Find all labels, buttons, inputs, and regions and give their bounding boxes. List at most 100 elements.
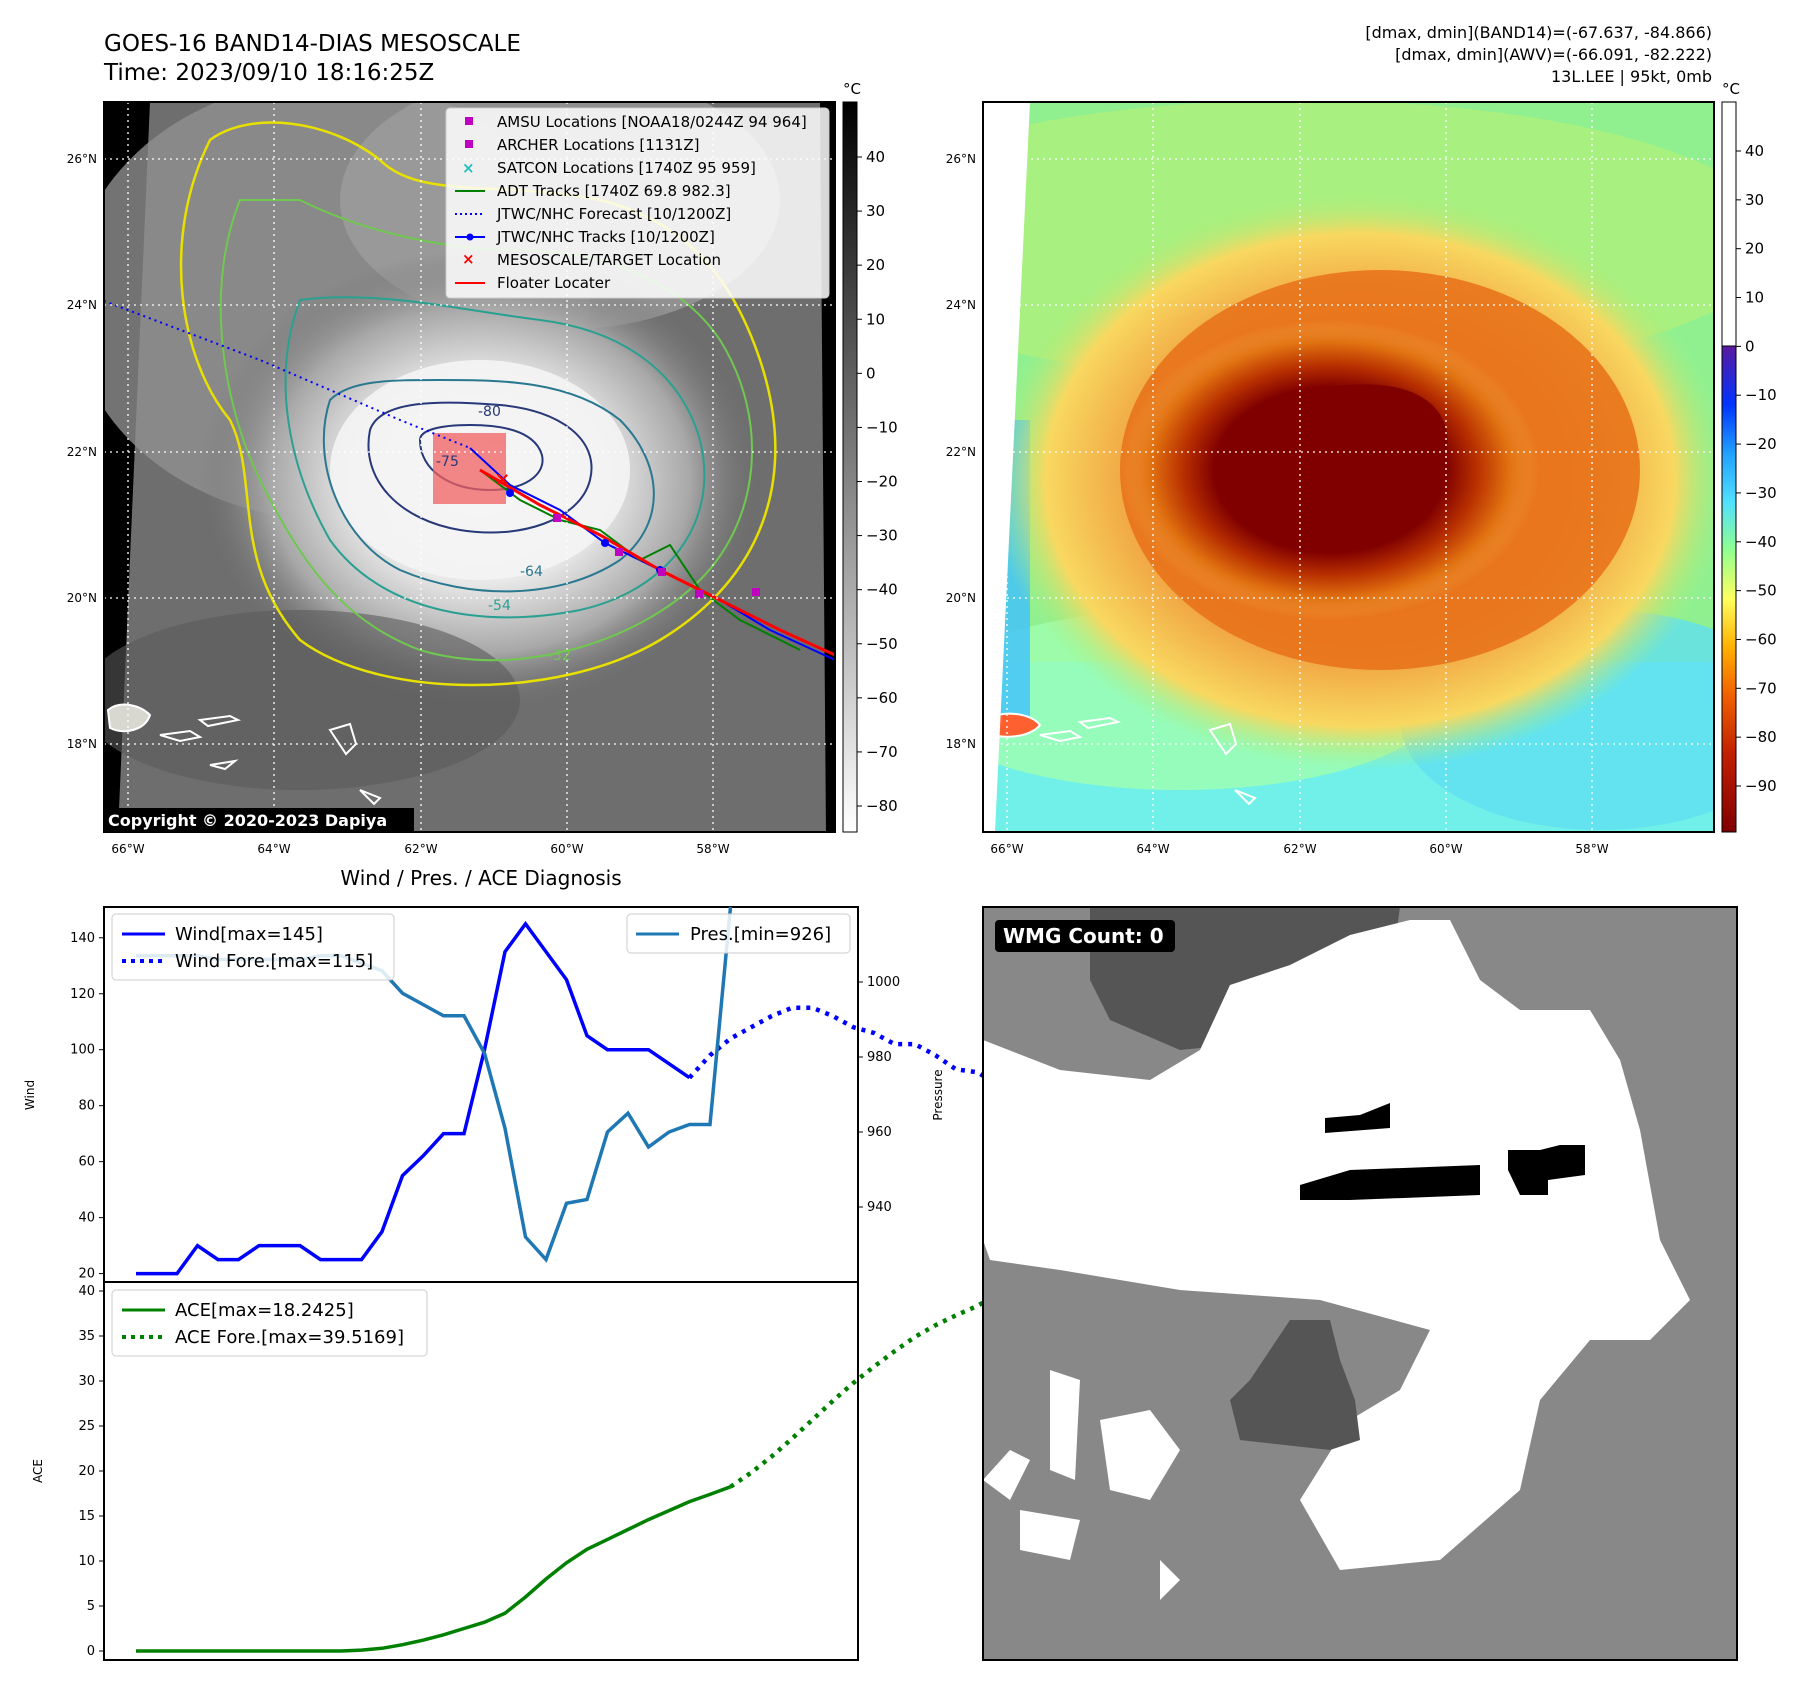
ace-legend: ACE[max=18.2425] ACE Fore.[max=39.5169] [111,1289,428,1357]
ace-legend-label: ACE[max=18.2425] [175,1300,354,1321]
rlon-tick-64: 64°W [1136,842,1169,856]
rlon-tick-66: 66°W [990,842,1023,856]
svg-text:×: × [495,469,510,490]
legend-tracks: JTWC/NHC Tracks [10/1200Z] [496,228,715,246]
rlat-tick-18: 18°N [946,737,976,751]
pressure-ytick: 1000 [867,975,900,990]
lat-tick-20: 20°N [67,591,97,605]
pressure-ytick: 940 [867,1200,892,1215]
pressure-ytick: 960 [867,1125,892,1140]
wind-ytick: 60 [78,1155,95,1170]
rlon-tick-60: 60°W [1429,842,1462,856]
ir-colorbar-tick: −10 [866,418,898,436]
ir-colorbar-unit: °C [843,80,861,98]
wind-ytick: 120 [70,987,95,1002]
ir-colorbar-tick: 10 [866,310,885,328]
legend-target: MESOSCALE/TARGET Location [497,251,721,269]
ir-colorbar-tick: −30 [866,527,898,545]
ace-ylabel: ACE [31,1459,45,1483]
contour-label-75: -75 [436,454,459,470]
awv-colorbar-tick: −10 [1745,386,1777,404]
ace-ytick: 25 [78,1419,95,1434]
awv-colorbar-tick: 30 [1745,191,1764,209]
lon-tick-58: 58°W [696,842,729,856]
lat-tick-18: 18°N [67,737,97,751]
ir-colorbar: °C 40 30 20 10 0 −10 −20 −30 −40 −50 −60 −70 −80 [842,80,898,833]
wind-ytick: 40 [78,1211,95,1226]
lon-tick-66: 66°W [111,842,144,856]
ir-colorbar-tick: −70 [866,743,898,761]
stat-awv: [dmax, dmin](AWV)=(-66.091, -82.222) [1395,45,1712,64]
svg-text:×: × [462,159,475,177]
legend-archer: ARCHER Locations [1131Z] [497,136,700,154]
copyright-badge [104,808,414,832]
figure-title: GOES-16 BAND14-DIAS MESOSCALE [104,31,521,57]
awv-colorbar-unit: °C [1722,80,1740,98]
lat-tick-24: 24°N [67,298,97,312]
awv-colorbar-tick: −20 [1745,435,1777,453]
lon-tick-64: 64°W [257,842,290,856]
rlat-tick-26: 26°N [946,152,976,166]
legend-adt: ADT Tracks [1740Z 69.8 982.3] [497,182,731,200]
ir-colorbar-tick: 20 [866,256,885,274]
wind-fore-legend-label: Wind Fore.[max=115] [175,951,373,972]
ace-ytick: 20 [78,1464,95,1479]
wind-forecast-line [687,1005,999,1086]
wmg-count: WMG Count: 0 [1003,924,1164,948]
awv-colorbar-tick: −60 [1745,630,1777,648]
ace-ytick: 5 [87,1599,95,1614]
ir-colorbar-tick: −50 [866,635,898,653]
awv-colorbar-tick: −30 [1745,484,1777,502]
contour-label-80: -80 [478,404,501,420]
awv-colorbar-tick: −80 [1745,728,1777,746]
awv-colorbar-tick: −70 [1745,679,1777,697]
ace-fore-legend-label: ACE Fore.[max=39.5169] [175,1327,404,1348]
awv-colorbar: °C 40 30 20 10 0 −10 −20 −30 −40 −50 −60 −70 −80 −90 [1721,80,1777,833]
ir-map-panel: × -64 -54 -32 -75 -80 [67,101,836,856]
contour-label-54: -54 [488,598,511,614]
svg-text:×: × [462,250,475,268]
lat-tick-26: 26°N [67,152,97,166]
awv-colorbar-tick: 0 [1745,337,1755,355]
lat-tick-22: 22°N [67,445,97,459]
legend-forecast: JTWC/NHC Forecast [10/1200Z] [496,205,731,223]
diagnosis-title: Wind / Pres. / ACE Diagnosis [340,866,621,890]
wind-ylabel: Wind [23,1080,37,1110]
awv-colorbar-tick: 20 [1745,240,1764,258]
contour-label-32: -32 [548,648,571,664]
stat-band14: [dmax, dmin](BAND14)=(-67.637, -84.866) [1365,23,1712,42]
awv-colorbar-tick: −90 [1745,777,1777,795]
ace-ytick: 40 [78,1284,95,1299]
ir-colorbar-tick: −80 [866,797,898,815]
legend-amsu: AMSU Locations [NOAA18/0244Z 94 964] [497,113,807,131]
wind-line [136,920,691,1276]
legend-floater: Floater Locater [497,274,611,292]
pressure-legend-label: Pres.[min=926] [690,924,831,945]
awv-colorbar-tick: −40 [1745,533,1777,551]
awv-colorbar-tick: 10 [1745,289,1764,307]
lon-tick-62: 62°W [404,842,437,856]
wind-ytick: 140 [70,931,95,946]
color-map-panel: 26°N 24°N 22°N 20°N 18°N 66°W 64°W 62°W … [946,101,1715,856]
pressure-ytick: 980 [867,1050,892,1065]
rlon-tick-62: 62°W [1283,842,1316,856]
wind-pressure-chart: 140 120 100 80 60 40 20 1000 980 960 940 Wind Pres… [23,906,999,1283]
ace-chart: 40 35 30 25 20 15 10 5 0 ACE ACE[max=18.2425] AC… [31,1281,999,1661]
ace-ytick: 35 [78,1329,95,1344]
ir-colorbar-tick: 0 [866,364,876,382]
wind-ytick: 20 [78,1267,95,1282]
stat-storm: 13L.LEE | 95kt, 0mb [1551,67,1712,86]
wind-legend-label: Wind[max=145] [175,924,323,945]
ace-ytick: 10 [78,1554,95,1569]
ace-ytick: 0 [87,1644,95,1659]
awv-colorbar-tick: 40 [1745,142,1764,160]
ace-line [136,1485,732,1653]
wind-ytick: 80 [78,1099,95,1114]
copyright-text: Copyright © 2020-2023 Dapiya [108,811,387,830]
rlon-tick-58: 58°W [1575,842,1608,856]
pressure-ylabel: Pressure [931,1069,945,1120]
wmg-badge [995,920,1175,952]
wmg-panel: WMG Count: 0 [982,906,1738,1661]
ir-colorbar-tick: −20 [866,473,898,491]
